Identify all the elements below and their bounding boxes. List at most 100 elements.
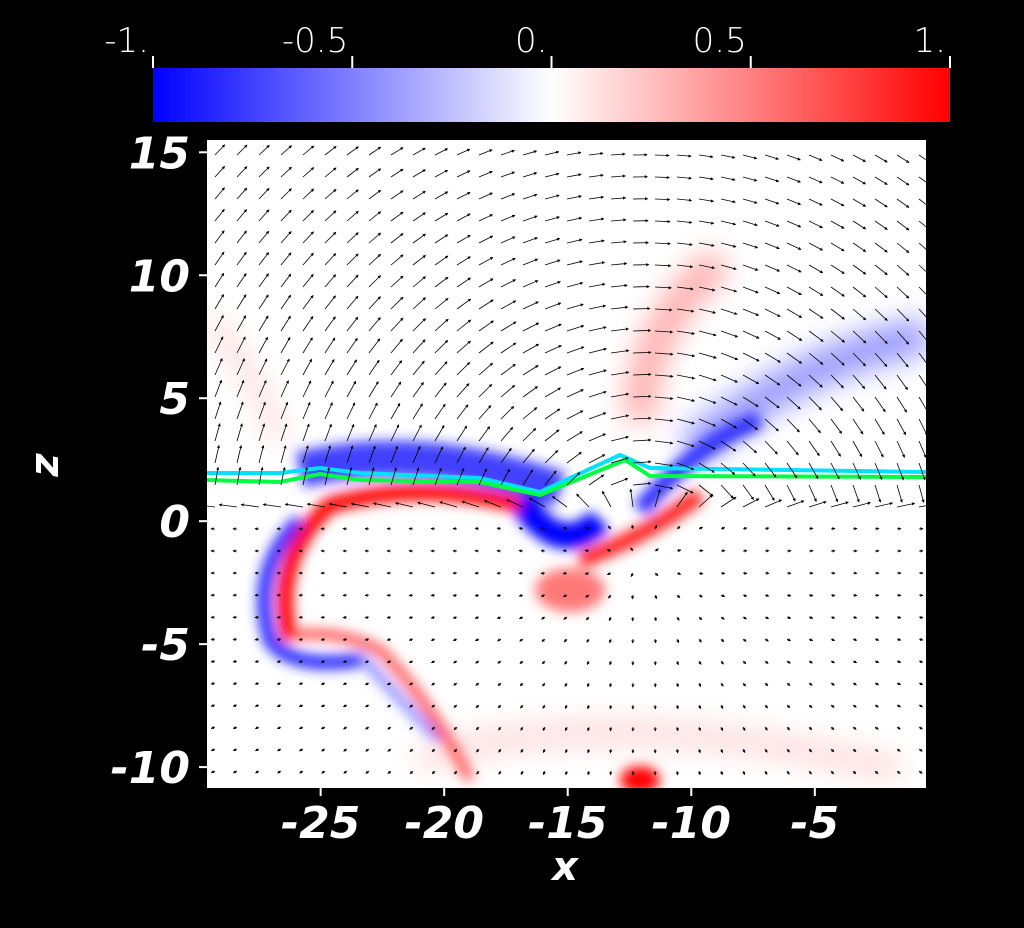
vector-arrow — [588, 326, 607, 332]
vector-arrow — [610, 262, 628, 266]
vector-arrow — [232, 637, 238, 641]
vector-arrow — [609, 770, 613, 776]
vector-arrow — [588, 304, 607, 310]
vector-arrow — [434, 297, 449, 310]
x-tick-label: -5 — [790, 798, 839, 849]
vector-arrow — [874, 462, 883, 481]
vector-arrow — [544, 429, 560, 442]
vector-arrow — [720, 726, 724, 732]
vector-arrow — [280, 466, 286, 486]
vector-arrow — [346, 274, 359, 288]
vector-arrow — [808, 748, 813, 753]
vector-arrow — [602, 490, 612, 508]
vector-arrow — [874, 286, 888, 298]
vector-arrow — [522, 428, 537, 442]
vector-arrow — [364, 682, 370, 686]
vector-arrow — [434, 467, 442, 486]
vector-arrow — [918, 615, 924, 619]
vector-arrow — [258, 423, 266, 442]
vector-arrow — [434, 446, 444, 464]
vector-arrow — [236, 336, 246, 354]
vector-arrow — [254, 615, 260, 619]
vector-arrow — [236, 466, 242, 486]
vector-arrow — [588, 474, 605, 486]
vector-arrow — [896, 242, 910, 254]
vector-arrow — [236, 166, 248, 178]
vector-arrow — [544, 450, 559, 464]
colorbar-tick-label: 0.5 — [693, 21, 747, 61]
vector-arrow — [346, 146, 359, 156]
vector-arrow — [609, 682, 613, 688]
vector-arrow — [698, 549, 704, 553]
vector-arrow — [566, 389, 584, 398]
vector-arrow — [368, 146, 382, 156]
vector-arrow — [368, 402, 378, 420]
vector-arrow — [786, 264, 802, 273]
vector-arrow — [408, 527, 414, 531]
vector-arrow — [386, 682, 392, 686]
vector-arrow — [874, 418, 885, 435]
vector-arrow — [830, 726, 835, 730]
vector-arrow — [280, 423, 288, 442]
vector-arrow — [610, 327, 630, 332]
vector-arrow — [764, 484, 775, 501]
vector-arrow — [500, 363, 516, 376]
vector-arrow — [566, 451, 582, 464]
vector-arrow — [653, 660, 657, 666]
vector-arrow — [720, 616, 725, 620]
vector-arrow — [874, 682, 880, 686]
vector-arrow — [584, 549, 590, 553]
vector-arrow — [434, 255, 449, 266]
vector-arrow — [214, 293, 224, 310]
vector-arrow — [918, 748, 923, 752]
vector-arrow — [632, 394, 652, 398]
vector-arrow — [830, 593, 836, 597]
vector-arrow — [808, 770, 812, 775]
vector-arrow — [541, 660, 546, 665]
vector-arrow — [676, 638, 680, 644]
vector-arrow — [896, 440, 905, 458]
vector-arrow — [474, 527, 480, 531]
vector-arrow — [298, 681, 304, 685]
vector-arrow — [280, 231, 292, 244]
vector-arrow — [720, 374, 738, 383]
vector-arrow — [409, 726, 414, 730]
vector-arrow — [632, 481, 652, 486]
vector-arrow — [808, 682, 813, 686]
vector-arrow — [386, 637, 392, 641]
vector-arrow — [610, 414, 630, 420]
vector-arrow — [520, 770, 524, 775]
vector-arrow — [409, 704, 414, 708]
vector-arrow — [918, 330, 926, 341]
vector-arrow — [236, 144, 248, 156]
vector-arrow — [214, 336, 224, 354]
vector-arrow — [302, 337, 313, 354]
vector-arrow — [236, 251, 247, 266]
vector-arrow — [918, 484, 925, 503]
vector-arrow — [540, 593, 546, 597]
vector-arrow — [324, 445, 332, 464]
vector-arrow — [476, 748, 480, 753]
vector-arrow — [808, 374, 823, 388]
vector-arrow — [434, 424, 445, 442]
vector-arrow — [258, 358, 268, 376]
vector-arrow — [544, 194, 560, 200]
vector-arrow — [456, 467, 465, 486]
vector-arrow — [786, 748, 790, 753]
vector-arrow — [852, 418, 864, 435]
vector-arrow — [518, 593, 524, 597]
vector-arrow — [365, 748, 370, 752]
vector-arrow — [302, 401, 311, 420]
vector-arrow — [632, 372, 652, 377]
vector-arrow — [540, 571, 546, 575]
vector-arrow — [874, 527, 880, 531]
vector-arrow — [342, 659, 348, 663]
vector-arrow — [588, 239, 605, 244]
vector-arrow — [324, 337, 336, 354]
vector-arrow — [236, 444, 243, 464]
vector-arrow — [368, 424, 377, 442]
vector-arrow — [236, 315, 247, 332]
vector-arrow — [342, 637, 348, 641]
vector-arrow — [364, 659, 370, 663]
vector-arrow — [830, 154, 845, 162]
